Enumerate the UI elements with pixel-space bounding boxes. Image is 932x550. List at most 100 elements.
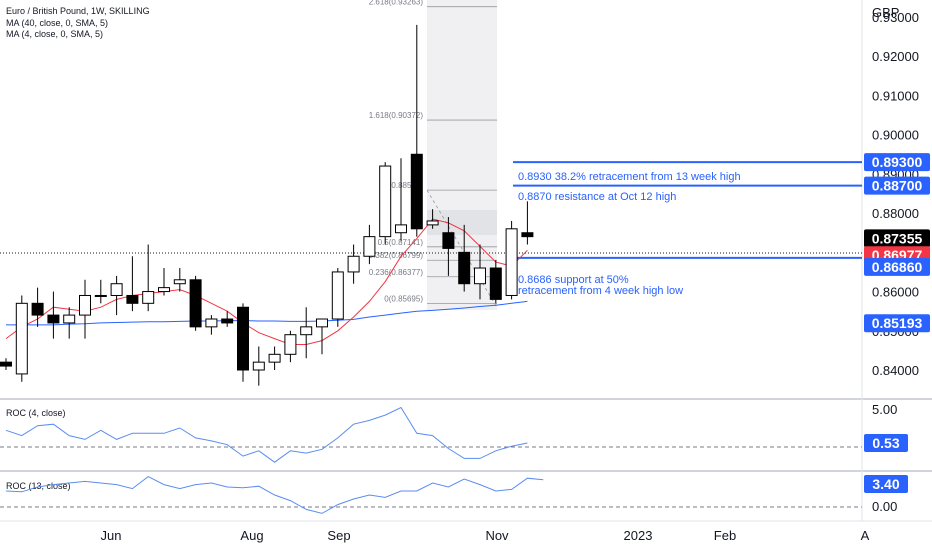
fib-label-3: 0.5(0.87141) [378, 238, 424, 247]
candle [458, 224, 471, 292]
candle-body [221, 318, 234, 324]
candle [521, 201, 534, 245]
ma4-legend: MA (4, close, 0, SMA, 5) [6, 29, 104, 39]
roc-badge-value: 3.40 [872, 476, 899, 492]
price-badge-value: 0.85193 [872, 315, 923, 331]
price-badge-bg [864, 314, 930, 333]
candle [316, 318, 328, 355]
time-tick-4: 2023 [624, 528, 653, 543]
price-badge: 0.85193 [864, 314, 930, 333]
time-axis[interactable]: Jun Aug Sep Nov 2023 Feb A [101, 528, 870, 543]
candle [205, 315, 218, 335]
ma40-legend: MA (40, close, 0, SMA, 5) [6, 18, 109, 28]
candle-body [284, 334, 297, 355]
candle-body [252, 361, 265, 371]
candle [489, 260, 502, 304]
candle-body [300, 326, 313, 336]
candle-body [47, 314, 60, 324]
candle-body [189, 279, 202, 328]
candle-body [237, 306, 249, 371]
horizontal-levels [513, 161, 862, 259]
candle [31, 287, 44, 327]
fib-box-upper [427, 210, 497, 235]
fib-label-2: 1(0.88586) [384, 181, 423, 190]
candle-body [268, 353, 281, 363]
time-tick-5: Feb [714, 528, 736, 543]
candle-body [347, 255, 360, 273]
time-tick-2: Sep [327, 528, 350, 543]
candle [158, 268, 170, 296]
candle [126, 256, 139, 312]
roc-badge-value: 0.53 [872, 435, 899, 451]
candle [363, 224, 376, 265]
annotation-8686-support-line1: 0.8686 support at 50% [518, 274, 629, 286]
price-badge-bg [864, 229, 930, 248]
candle-body [15, 302, 28, 375]
candle [347, 244, 360, 284]
time-tick-6: A [861, 528, 870, 543]
candle [189, 275, 202, 331]
candle [505, 220, 518, 300]
fib-label-4: 0.382(0.86799) [369, 251, 424, 260]
price-tick-4: 0.88000 [872, 206, 919, 221]
candle [395, 158, 407, 241]
annotation-8686-support-line2: retracement from 4 week high low [518, 285, 683, 297]
candle-body [521, 232, 534, 238]
time-tick-0: Jun [101, 528, 122, 543]
roc-badges: 0.53 3.40 [864, 434, 908, 493]
candle [300, 307, 313, 359]
ma-40-line [6, 300, 528, 326]
candle [426, 209, 439, 229]
price-tick-9: 0.93000 [872, 10, 919, 25]
candle [63, 307, 76, 339]
fib-trend-line [426, 189, 498, 308]
candle-body [205, 318, 218, 328]
price-tick-7: 0.91000 [872, 88, 919, 103]
candle [474, 244, 486, 300]
candle-body [173, 279, 186, 285]
candle-body [426, 220, 439, 226]
roc13-tick-0: 0.00 [872, 499, 897, 514]
candle-body [442, 232, 455, 249]
candle-body [94, 294, 107, 297]
currency-label: GBP [872, 5, 899, 20]
candle [252, 346, 265, 386]
candle-body [379, 165, 392, 238]
candle-body [363, 236, 376, 257]
roc4-legend: ROC (4, close) [6, 408, 66, 418]
candle [142, 244, 155, 312]
fib-label-6: 0(0.85695) [384, 295, 423, 304]
ma-4-line [5, 218, 528, 345]
price-badge-value: 0.89300 [872, 154, 923, 170]
fib-label-5: 0.236(0.86377) [369, 268, 424, 277]
candle [331, 268, 344, 327]
candle [0, 358, 12, 370]
candle-body [505, 228, 518, 296]
symbol-title: Euro / British Pound, 1W, SKILLING [6, 6, 150, 16]
candle-body [395, 224, 407, 234]
candle [47, 291, 60, 339]
price-tick-6: 0.90000 [872, 128, 919, 143]
candle [379, 162, 392, 245]
price-badges: 0.893000.887000.873550.869770.868600.851… [864, 153, 930, 333]
candle [410, 24, 423, 237]
candle-body [126, 294, 139, 304]
candle-body [79, 294, 91, 316]
price-tick-8: 0.92000 [872, 49, 919, 64]
candle-body [458, 251, 471, 285]
candle [221, 311, 234, 327]
price-badge-value: 0.87355 [872, 230, 923, 246]
price-badge-bg [864, 153, 930, 172]
candle [237, 303, 249, 382]
candle [442, 217, 455, 276]
annotation-893-retracement: 0.8930 38.2% retracement from 13 week hi… [518, 171, 741, 183]
candle-body [316, 318, 328, 328]
ma-40-path [6, 300, 528, 326]
price-badge: 0.88700 [864, 176, 930, 195]
roc-badge: 0.53 [864, 434, 908, 452]
candle-body [410, 153, 423, 230]
candle-body [31, 302, 44, 316]
roc-badge-bg [864, 475, 908, 493]
annotation-887-resistance: 0.8870 resistance at Oct 12 high [518, 191, 676, 203]
